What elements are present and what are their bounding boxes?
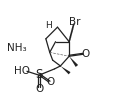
Polygon shape	[69, 56, 77, 67]
Text: NH₃: NH₃	[7, 42, 27, 53]
Polygon shape	[60, 66, 70, 74]
Text: HO: HO	[13, 66, 29, 76]
Text: O: O	[46, 77, 54, 87]
Text: O: O	[81, 49, 89, 59]
Text: S: S	[35, 68, 42, 81]
Text: Br: Br	[68, 16, 80, 27]
Text: H: H	[45, 21, 51, 30]
Text: O: O	[35, 84, 43, 94]
